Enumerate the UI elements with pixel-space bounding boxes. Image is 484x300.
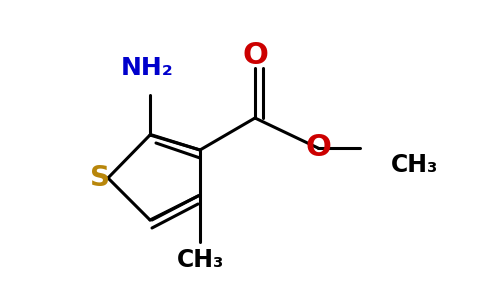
- Text: NH₂: NH₂: [121, 56, 173, 80]
- Text: CH₃: CH₃: [176, 248, 224, 272]
- Text: O: O: [242, 40, 268, 70]
- Text: CH₃: CH₃: [392, 153, 439, 177]
- Text: O: O: [305, 134, 331, 163]
- Text: S: S: [90, 164, 110, 192]
